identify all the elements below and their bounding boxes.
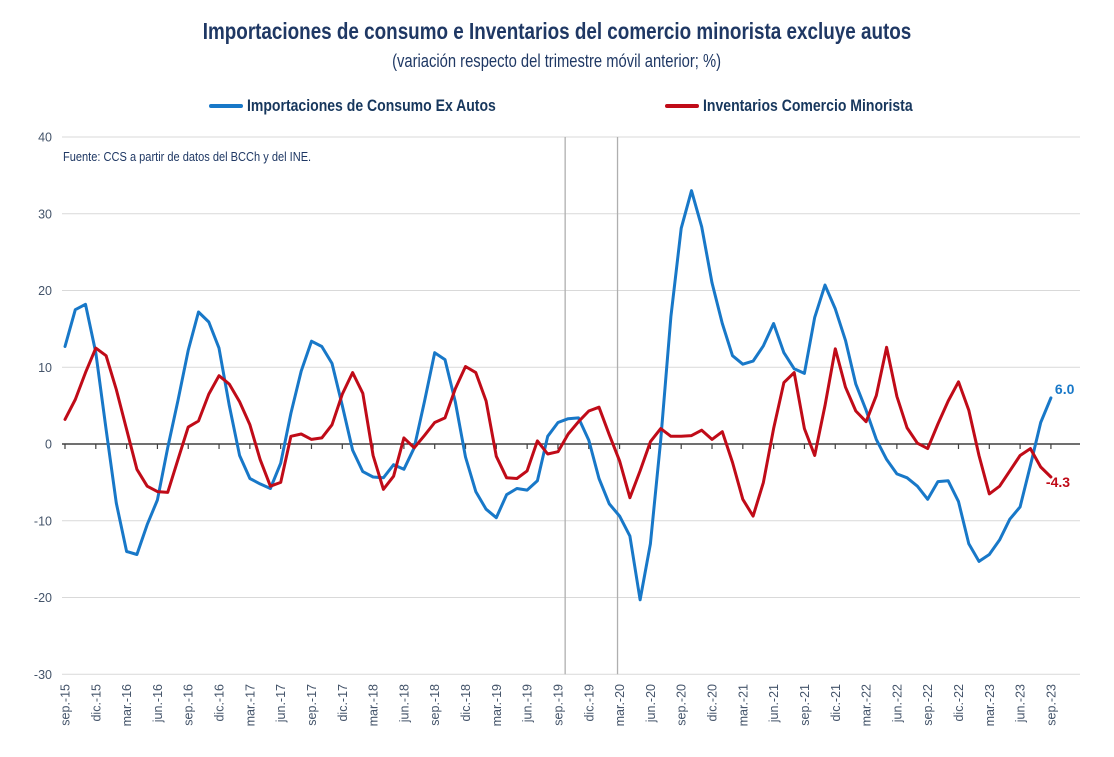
x-tick-label: sep.-21: [798, 684, 812, 726]
x-tick-label: mar.-19: [490, 684, 504, 726]
series-line-importaciones: [63, 189, 1053, 602]
y-tick-label: 20: [38, 284, 52, 298]
legend-swatch-inventories-line: [665, 103, 699, 109]
y-tick-label: 0: [45, 438, 52, 452]
x-tick-label: dic.-20: [706, 684, 720, 722]
y-tick-label: -10: [34, 514, 52, 528]
chart-title: Importaciones de consumo e Inventarios d…: [0, 18, 1114, 45]
x-tick-label: mar.-21: [736, 684, 750, 726]
x-tick-label: mar.-18: [367, 684, 381, 726]
x-tick-label: dic.-17: [336, 684, 350, 722]
x-tick-label: mar.-16: [120, 684, 134, 726]
x-tick-label: dic.-18: [459, 684, 473, 722]
x-axis-labels: sep.-15 dic.-15 mar.-16 jun.-16 sep.-16 dic.-…: [59, 684, 1059, 726]
x-tick-label: sep.-17: [305, 684, 319, 726]
legend-swatch-imports-line: [209, 103, 243, 109]
end-label-inventories: -4.3: [1046, 474, 1070, 490]
series-line-inventarios: [63, 345, 1053, 518]
y-tick-label: 40: [38, 131, 52, 145]
end-label-imports: 6.0: [1055, 381, 1075, 397]
x-tick-label: dic.-15: [89, 684, 103, 722]
source-note: Fuente: CCS a partir de datos del BCCh y…: [63, 149, 312, 164]
x-tick-label: mar.-23: [983, 684, 997, 726]
x-tick-label: jun.-19: [521, 684, 535, 723]
x-tick-label: mar.-20: [613, 684, 627, 726]
x-tick-label: sep.-15: [59, 684, 73, 726]
x-tick-label: dic.-22: [952, 684, 966, 722]
x-tick-label: jun.-21: [767, 684, 781, 723]
y-tick-label: 10: [38, 361, 52, 375]
chart-subtitle: (variación respecto del trimestre móvil …: [0, 51, 1114, 72]
legend-item-imports: Importaciones de Consumo Ex Autos: [209, 97, 540, 115]
legend-label-inventories: Inventarios Comercio Minorista: [703, 96, 913, 115]
x-tick-label: sep.-22: [921, 684, 935, 726]
legend-label-imports: Importaciones de Consumo Ex Autos: [247, 96, 496, 115]
x-tick-label: dic.-21: [829, 684, 843, 722]
x-tick-label: dic.-19: [582, 684, 596, 722]
x-tick-label: mar.-22: [860, 684, 874, 726]
chart-title-text: Importaciones de consumo e Inventarios d…: [202, 18, 912, 44]
x-tick-label: jun.-22: [890, 684, 904, 723]
x-tick-label: sep.-23: [1044, 684, 1058, 726]
x-tick-label: sep.-18: [428, 684, 442, 726]
y-tick-label: -30: [34, 668, 52, 682]
x-tick-label: jun.-17: [274, 684, 288, 723]
y-tick-label: -20: [34, 591, 52, 605]
x-tick-label: dic.-16: [213, 684, 227, 722]
x-tick-label: jun.-20: [644, 684, 658, 723]
x-tick-label: jun.-23: [1014, 684, 1028, 723]
x-tick-label: jun.-16: [151, 684, 165, 723]
x-tick-label: sep.-20: [675, 684, 689, 726]
zero-axis: [62, 443, 1080, 449]
legend-item-inventories: Inventarios Comercio Minorista: [665, 97, 950, 115]
reference-lines: [564, 137, 619, 675]
x-tick-label: jun.-18: [397, 684, 411, 723]
x-tick-label: mar.-17: [243, 684, 257, 726]
chart-subtitle-text: (variación respecto del trimestre móvil …: [392, 51, 722, 71]
y-axis-labels: 40 30 20 10 0 -10 -20 -30: [34, 131, 52, 682]
x-tick-label: sep.-16: [182, 684, 196, 726]
x-tick-label: sep.-19: [551, 684, 565, 726]
y-gridlines: [62, 136, 1080, 675]
y-tick-label: 30: [38, 207, 52, 221]
